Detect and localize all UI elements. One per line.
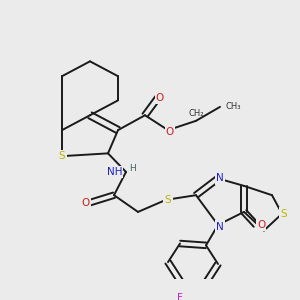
Text: S: S	[59, 151, 65, 161]
Text: O: O	[257, 220, 265, 230]
Text: O: O	[166, 127, 174, 137]
Text: NH: NH	[106, 167, 122, 177]
Text: N: N	[216, 173, 224, 184]
Text: H: H	[130, 164, 136, 173]
Text: S: S	[165, 195, 171, 205]
Text: O: O	[82, 198, 90, 208]
Text: CH₂: CH₂	[188, 109, 204, 118]
Text: F: F	[177, 293, 183, 300]
Text: N: N	[216, 222, 224, 232]
Text: CH₃: CH₃	[225, 102, 241, 111]
Text: O: O	[156, 93, 164, 103]
Text: S: S	[281, 209, 287, 219]
